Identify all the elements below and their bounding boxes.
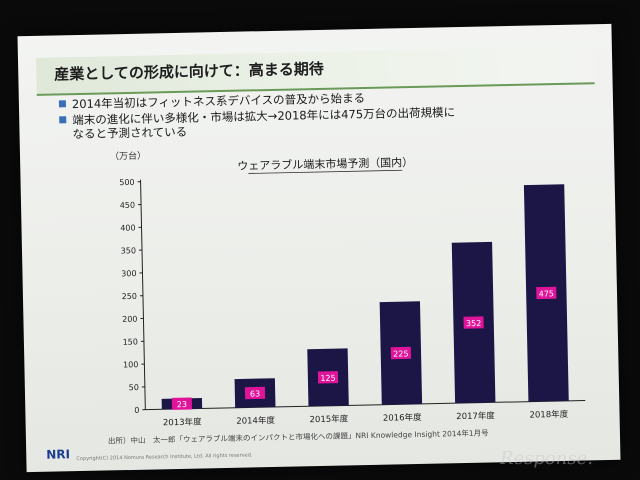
data-label: 63	[250, 389, 260, 398]
data-label: 225	[393, 349, 408, 358]
x-tick-label: 2016年度	[383, 412, 422, 424]
y-tick-label: 250	[122, 292, 137, 301]
data-label-badge	[244, 386, 266, 400]
nri-logo: NRI	[46, 447, 71, 462]
y-axis-line	[140, 179, 146, 410]
x-axis-labels: 2013年度 2014年度 2015年度 2016年度 2017年度 2018年度	[163, 409, 569, 428]
data-label: 125	[320, 374, 335, 383]
x-tick-label: 2017年度	[456, 410, 495, 422]
chart-axes	[140, 179, 586, 411]
y-tick-label: 50	[129, 383, 139, 392]
data-label-badge	[171, 397, 193, 410]
y-tick-label: 350	[121, 246, 136, 255]
y-tick-label: 450	[120, 201, 135, 210]
data-label: 352	[466, 319, 481, 328]
y-tick-label: 200	[122, 315, 137, 324]
presentation-slide: 産業としての形成に向けて：高まる期待 2014年当初はフィットネス系デバイスの普…	[17, 23, 621, 473]
x-tick-label: 2018年度	[529, 409, 568, 421]
data-label: 23	[177, 400, 187, 409]
bars: 23 63 125 225 352 475	[161, 184, 569, 410]
x-tick-label: 2014年度	[236, 415, 275, 427]
y-tick-label: 150	[123, 337, 138, 346]
bar-chart: ウェアラブル端末市場予測（国内） （万台） 0 50 100 150 200 250 300…	[110, 150, 586, 428]
y-tick-label: 400	[120, 223, 135, 232]
data-label-badge	[317, 371, 339, 384]
y-tick-label: 300	[121, 269, 136, 278]
data-label-badge	[463, 316, 484, 329]
y-tick-label: 0	[134, 406, 139, 415]
chart-title-underline	[248, 169, 403, 174]
y-tick-label: 500	[119, 178, 134, 187]
chart-title: ウェアラブル端末市場予測（国内）	[237, 155, 413, 173]
data-label-badge	[390, 346, 412, 360]
response-watermark: Response.	[500, 448, 594, 469]
data-label-badge	[536, 286, 557, 300]
y-tick-label: 100	[123, 360, 138, 369]
x-tick-label: 2015年度	[309, 413, 348, 425]
y-axis-ticks: 0 50 100 150 200 250 300 350 400 450 500	[119, 178, 146, 415]
x-tick-label: 2013年度	[163, 416, 202, 428]
x-axis-line	[145, 399, 586, 411]
data-label: 475	[539, 289, 554, 298]
y-axis-unit-label: （万台）	[110, 150, 146, 163]
